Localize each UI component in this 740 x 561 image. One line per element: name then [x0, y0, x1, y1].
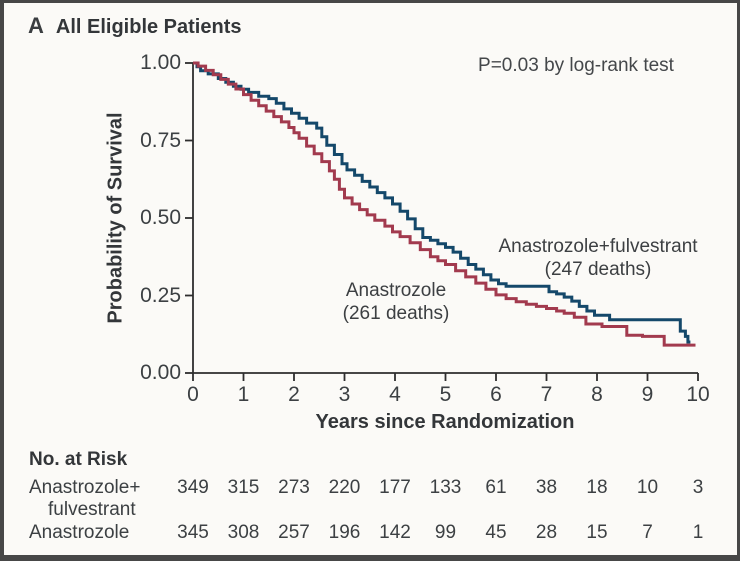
risk-cell: 10 [636, 477, 659, 498]
risk-cell: 3 [692, 477, 704, 498]
risk-cell: 273 [278, 477, 310, 498]
risk-cell: 7 [642, 522, 653, 543]
risk-cell: 315 [227, 477, 260, 498]
survival-curve-anastrozole [193, 61, 696, 347]
survival-curve-anastrozole-fulvestrant [193, 61, 691, 344]
x-tick-label: 2 [288, 383, 300, 406]
log-rank-annotation: P=0.03 by log-rank test [478, 55, 674, 76]
curve-label-line: Anastrozole [345, 280, 447, 301]
y-tick-label: 0.00 [140, 361, 181, 384]
y-tick-label: 0.25 [140, 283, 181, 307]
panel-letter: A [28, 13, 44, 38]
y-tick-label: 0.50 [140, 206, 181, 229]
curve-label-anastrozole-fulvestrant: Anastrozole+fulvestrant (247 deaths) [498, 235, 697, 281]
x-tick-label: 1 [237, 383, 250, 406]
panel-heading: All Eligible Patients [55, 16, 242, 38]
risk-cell: 28 [535, 522, 558, 543]
chart-axes [185, 62, 699, 381]
curve-label-line: (247 deaths) [544, 259, 652, 280]
risk-cell: 308 [227, 522, 260, 543]
survival-curves [193, 61, 696, 347]
risk-cell: 15 [586, 522, 608, 543]
risk-cell: 1 [692, 522, 704, 543]
curve-label-anastrozole: Anastrozole (261 deaths) [343, 279, 450, 325]
y-tick-label: 0.75 [140, 128, 181, 152]
x-tick-label: 4 [389, 383, 401, 406]
risk-cell: 349 [177, 477, 209, 498]
x-tick-label: 10 [686, 383, 710, 406]
risk-cell: 45 [485, 522, 507, 543]
risk-cell: 142 [379, 522, 411, 543]
risk-row-label: fulvestrant [48, 499, 136, 520]
risk-cell: 345 [177, 522, 209, 543]
x-tick-label: 0 [187, 383, 199, 406]
x-axis-title: Years since Randomization [315, 411, 575, 433]
x-tick-label: 8 [591, 383, 603, 406]
risk-cell: 196 [328, 522, 361, 543]
risk-cell: 61 [485, 477, 507, 498]
x-tick-label: 6 [490, 383, 502, 406]
risk-cell: 18 [586, 477, 608, 498]
risk-cell: 99 [434, 522, 457, 543]
risk-cell: 220 [328, 477, 361, 498]
x-tick-label: 7 [540, 383, 553, 406]
x-tick-label: 9 [641, 383, 654, 406]
risk-cell: 257 [278, 522, 310, 543]
risk-table-title: No. at Risk [29, 449, 128, 470]
curve-label-line: (261 deaths) [342, 303, 450, 324]
risk-cell: 133 [429, 477, 462, 498]
risk-row-label: Anastrozole [29, 522, 130, 543]
x-tick-label: 5 [439, 383, 452, 406]
curve-label-line: Anastrozole+fulvestrant [498, 236, 698, 257]
panel-title: A All Eligible Patients [28, 13, 242, 39]
risk-row-label: Anastrozole+ [29, 477, 141, 498]
survival-chart [185, 61, 699, 381]
risk-cell: 38 [535, 477, 558, 498]
risk-cell: 177 [379, 477, 411, 498]
x-tick-label: 3 [338, 383, 351, 406]
y-tick-label: 1.00 [140, 51, 181, 74]
